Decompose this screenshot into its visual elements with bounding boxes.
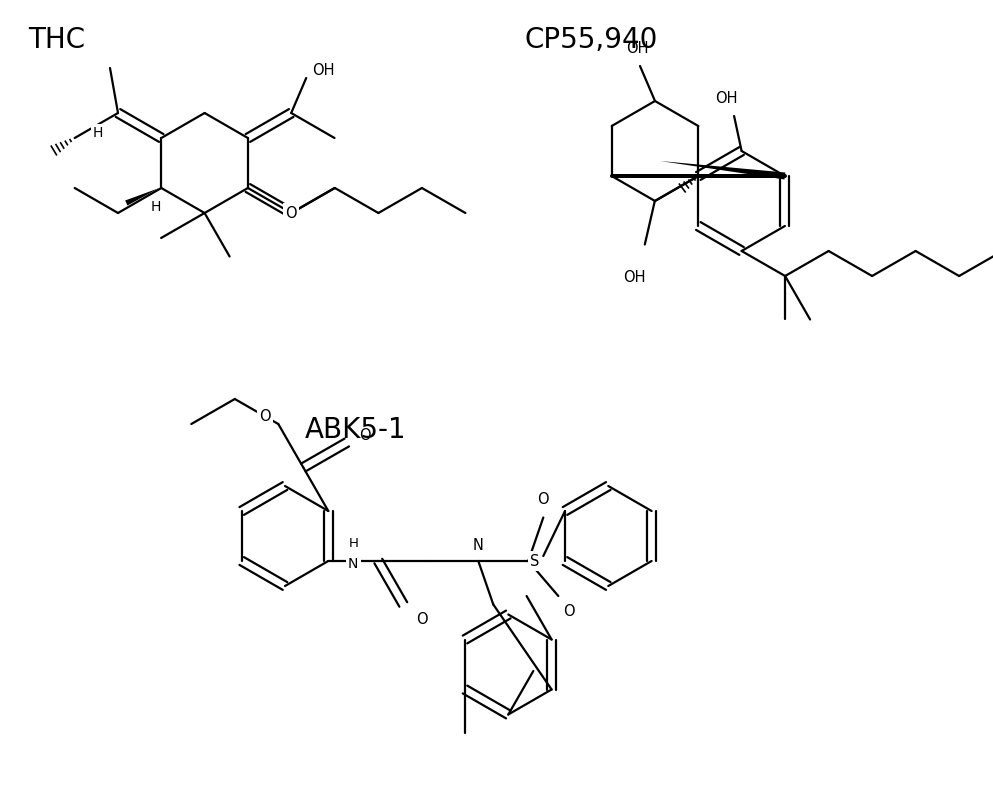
- Text: OH: OH: [312, 63, 335, 78]
- Text: THC: THC: [28, 26, 85, 54]
- Text: O: O: [359, 428, 371, 442]
- Text: OH: OH: [715, 91, 738, 106]
- Text: ABK5-1: ABK5-1: [305, 416, 406, 444]
- Text: H: H: [151, 200, 162, 214]
- Text: O: O: [537, 493, 549, 508]
- Text: O: O: [416, 612, 427, 627]
- Text: OH: OH: [624, 269, 646, 284]
- Text: N: N: [349, 557, 358, 571]
- Text: H: H: [92, 126, 103, 140]
- Text: O: O: [285, 206, 297, 220]
- Text: S: S: [530, 553, 539, 569]
- Text: O: O: [259, 409, 271, 424]
- Polygon shape: [660, 161, 785, 179]
- Polygon shape: [125, 188, 159, 206]
- Text: N: N: [473, 538, 484, 553]
- Text: OH: OH: [627, 41, 648, 56]
- Text: CP55,940: CP55,940: [525, 26, 658, 54]
- Text: H: H: [349, 537, 358, 550]
- Text: O: O: [563, 603, 575, 618]
